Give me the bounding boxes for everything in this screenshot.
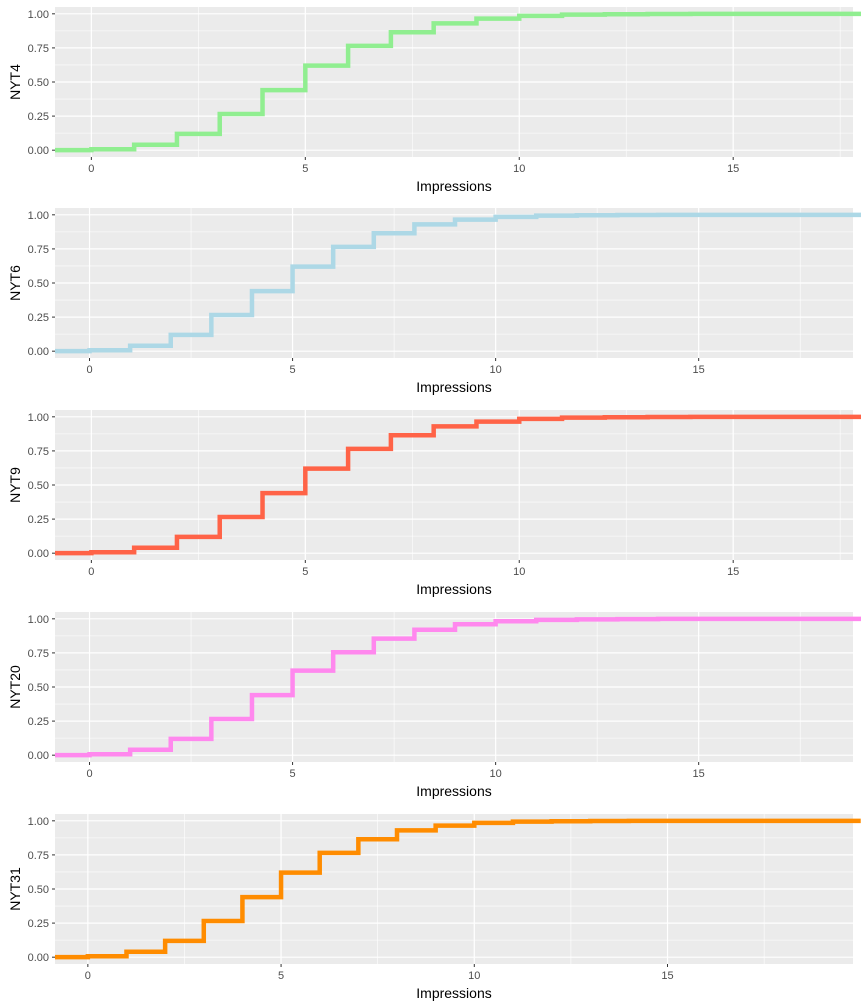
ecdf-step-line <box>55 818 861 960</box>
y-axis-title: NYT6 <box>7 265 23 301</box>
x-tick-label: 10 <box>490 364 502 376</box>
x-tick-label: 15 <box>727 163 739 175</box>
x-tick-label: 0 <box>88 566 94 578</box>
chart-panel-4: 0.00 0.25 0.50 0.75 1.00 0 5 10 15 Impressions NYT… <box>7 814 861 1001</box>
x-axis-title: Impressions <box>416 783 491 799</box>
y-tick-label: 0.25 <box>28 514 49 526</box>
y-tick-label: 0.00 <box>28 548 49 560</box>
x-tick-label: 5 <box>290 768 296 780</box>
y-tick-label: 0.25 <box>28 716 49 728</box>
ecdf-step-line <box>55 616 861 758</box>
y-tick-label: 1.00 <box>28 412 49 424</box>
x-tick-label: 10 <box>513 163 525 175</box>
x-axis-title: Impressions <box>416 581 491 597</box>
y-tick-label: 0.50 <box>28 682 49 694</box>
y-axis-title: NYT31 <box>7 867 23 911</box>
x-tick-label: 15 <box>727 566 739 578</box>
y-tick-label: 0.50 <box>28 480 49 492</box>
y-tick-label: 0.25 <box>28 918 49 930</box>
y-tick-label: 0.50 <box>28 77 49 89</box>
y-tick-label: 0.25 <box>28 111 49 123</box>
y-tick-label: 1.00 <box>28 210 49 222</box>
ecdf-step-line <box>55 414 861 556</box>
x-tick-label: 5 <box>290 364 296 376</box>
ecdf-step-line <box>55 11 861 153</box>
y-tick-label: 0.00 <box>28 145 49 157</box>
y-tick-label: 0.75 <box>28 446 49 458</box>
y-tick-label: 0.50 <box>28 278 49 290</box>
x-tick-label: 5 <box>302 163 308 175</box>
x-tick-label: 15 <box>693 364 705 376</box>
x-tick-label: 0 <box>88 163 94 175</box>
x-axis-title: Impressions <box>416 985 491 1001</box>
x-tick-label: 0 <box>86 364 92 376</box>
x-tick-label: 10 <box>468 970 480 982</box>
x-tick-label: 0 <box>86 768 92 780</box>
x-axis-title: Impressions <box>416 178 491 194</box>
x-tick-label: 15 <box>693 768 705 780</box>
x-tick-label: 15 <box>661 970 673 982</box>
y-tick-label: 0.00 <box>28 750 49 762</box>
y-tick-label: 0.75 <box>28 244 49 256</box>
chart-panel-2: 0.00 0.25 0.50 0.75 1.00 0 5 10 15 Impressions NYT… <box>7 410 861 597</box>
y-tick-label: 0.75 <box>28 648 49 660</box>
y-tick-label: 1.00 <box>28 816 49 828</box>
chart-panel-0: 0.00 0.25 0.50 0.75 1.00 0 5 10 15 Impressions NYT… <box>7 7 861 194</box>
x-tick-label: 5 <box>302 566 308 578</box>
y-axis-title: NYT9 <box>7 467 23 503</box>
x-tick-label: 0 <box>85 970 91 982</box>
y-tick-label: 1.00 <box>28 9 49 21</box>
x-axis-title: Impressions <box>416 379 491 395</box>
y-axis-title: NYT20 <box>7 665 23 709</box>
y-tick-label: 0.00 <box>28 346 49 358</box>
y-tick-label: 0.25 <box>28 312 49 324</box>
y-tick-label: 0.75 <box>28 43 49 55</box>
x-tick-label: 5 <box>278 970 284 982</box>
x-tick-label: 10 <box>513 566 525 578</box>
ecdf-step-line <box>55 212 861 354</box>
chart-panel-1: 0.00 0.25 0.50 0.75 1.00 0 5 10 15 Impressions NYT… <box>7 208 861 395</box>
y-axis-title: NYT4 <box>7 64 23 100</box>
y-tick-label: 0.50 <box>28 884 49 896</box>
chart-panel-3: 0.00 0.25 0.50 0.75 1.00 0 5 10 15 Impressions NYT… <box>7 612 861 799</box>
x-tick-label: 10 <box>490 768 502 780</box>
y-tick-label: 0.00 <box>28 952 49 964</box>
y-tick-label: 0.75 <box>28 850 49 862</box>
y-tick-label: 1.00 <box>28 614 49 626</box>
